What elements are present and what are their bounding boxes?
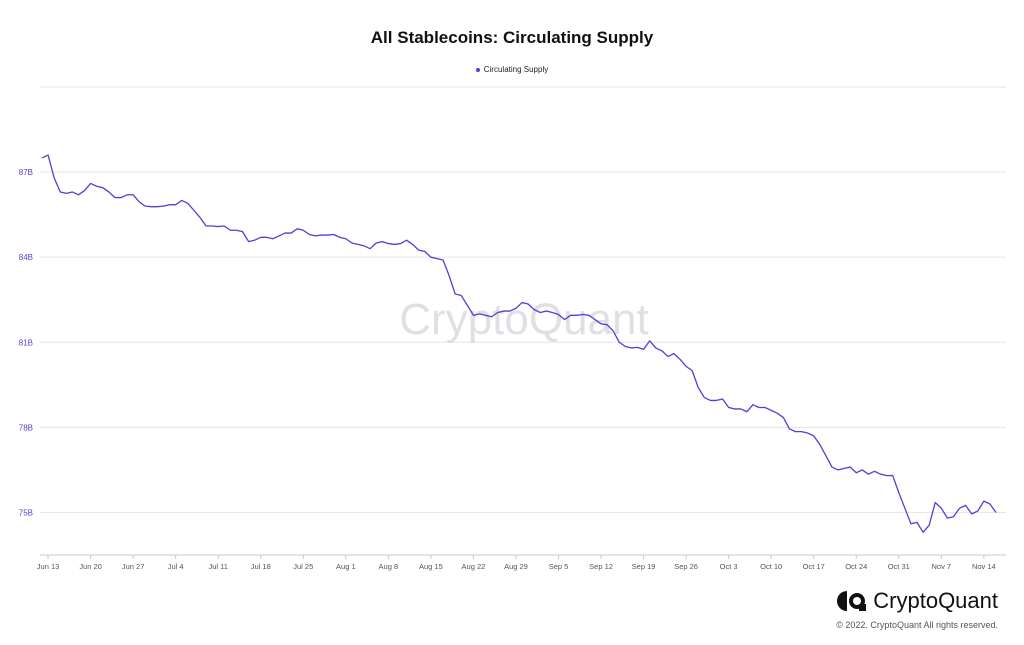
- watermark: CryptoQuant: [399, 295, 648, 344]
- y-tick-label: 75B: [19, 508, 33, 517]
- y-tick-label: 84B: [19, 253, 33, 262]
- x-tick-label: Oct 10: [760, 562, 782, 571]
- x-tick-label: Sep 26: [674, 562, 698, 571]
- x-tick-label: Oct 31: [888, 562, 910, 571]
- x-tick-label: Nov 14: [972, 562, 996, 571]
- x-tick-label: Jul 4: [168, 562, 184, 571]
- x-tick-label: Nov 7: [932, 562, 952, 571]
- chart-title: All Stablecoins: Circulating Supply: [370, 28, 654, 47]
- series-layer: [41, 154, 997, 533]
- x-tick-label: Sep 12: [589, 562, 613, 571]
- x-tick-label: Sep 5: [549, 562, 569, 571]
- x-tick-label: Jul 25: [293, 562, 313, 571]
- x-tick-label: Jun 27: [122, 562, 145, 571]
- x-tick-label: Oct 24: [845, 562, 867, 571]
- y-tick-label: 87B: [19, 168, 33, 177]
- x-tick-label: Oct 17: [803, 562, 825, 571]
- brand-name: CryptoQuant: [873, 588, 998, 613]
- x-tick-label: Aug 8: [379, 562, 399, 571]
- x-tick-label: Aug 29: [504, 562, 528, 571]
- y-tick-label: 81B: [19, 338, 33, 347]
- x-axis: Jun 13 Jun 20 Jun 27 Jul 4 Jul 11 Jul 18 Jul 2…: [37, 554, 1006, 571]
- legend-label: Circulating Supply: [483, 65, 549, 74]
- x-tick-label: Aug 1: [336, 562, 356, 571]
- x-tick-label: Jun 13: [37, 562, 60, 571]
- series-line-circulating-supply[interactable]: [41, 154, 997, 533]
- x-tick-label: Jul 11: [208, 562, 227, 571]
- x-tick-label: Jun 20: [79, 562, 102, 571]
- x-tick-label: Aug 22: [462, 562, 486, 571]
- legend-swatch: [475, 67, 480, 72]
- legend[interactable]: Circulating Supply: [0, 65, 1024, 74]
- x-tick-label: Oct 3: [720, 562, 738, 571]
- brand-logo: CryptoQuant: [837, 588, 998, 614]
- cryptoquant-logo-icon: [837, 591, 867, 611]
- y-axis: 75B 78B 81B 84B 87B: [19, 168, 33, 517]
- x-tick-label: Jul 18: [251, 562, 271, 571]
- grid-lines: [40, 86, 1006, 513]
- y-tick-label: 78B: [19, 423, 33, 432]
- x-tick-label: Aug 15: [419, 562, 443, 571]
- copyright-text: © 2022. CryptoQuant All rights reserved.: [836, 620, 998, 630]
- x-tick-label: Sep 19: [632, 562, 656, 571]
